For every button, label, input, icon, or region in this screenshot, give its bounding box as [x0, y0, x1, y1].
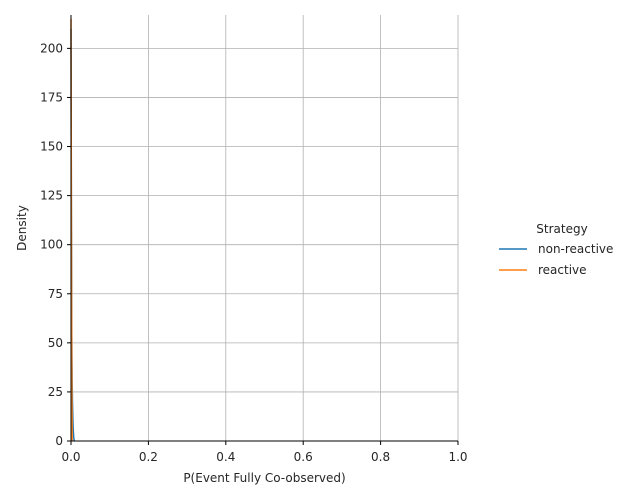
y-ticks: 0 25 50 75 100 125 150 175 200 — [40, 41, 71, 448]
x-tick-label: 0.2 — [139, 450, 158, 464]
y-tick-label: 100 — [40, 238, 63, 252]
x-axis-title: P(Event Fully Co-observed) — [183, 471, 345, 485]
y-tick-label: 25 — [48, 385, 63, 399]
legend-title: Strategy — [536, 222, 587, 236]
legend-items: non-reactive reactive — [499, 242, 613, 277]
legend-label-reactive: reactive — [538, 263, 587, 277]
y-tick-label: 150 — [40, 140, 63, 154]
legend: Strategy non-reactive reactive — [499, 222, 613, 277]
plot-area — [70, 18, 76, 442]
y-axis-title: Density — [15, 205, 29, 251]
x-tick-label: 0.8 — [371, 450, 390, 464]
legend-label-non-reactive: non-reactive — [538, 242, 613, 256]
y-tick-label: 125 — [40, 189, 63, 203]
y-tick-label: 75 — [48, 287, 63, 301]
axes — [70, 15, 458, 442]
grid — [70, 15, 459, 442]
x-tick-label: 0.0 — [61, 450, 80, 464]
y-tick-label: 0 — [55, 434, 63, 448]
y-tick-label: 50 — [48, 336, 63, 350]
x-tick-label: 0.6 — [294, 450, 313, 464]
x-ticks: 0.0 0.2 0.4 0.6 0.8 1.0 — [61, 441, 468, 464]
x-tick-label: 1.0 — [448, 450, 467, 464]
x-tick-label: 0.4 — [216, 450, 235, 464]
y-tick-label: 200 — [40, 41, 63, 55]
y-tick-label: 175 — [40, 90, 63, 104]
